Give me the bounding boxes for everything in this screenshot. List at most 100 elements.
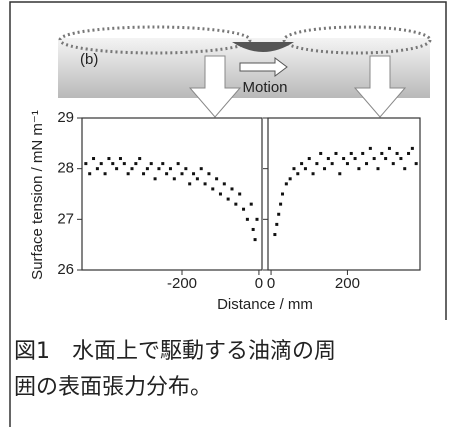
point: [188, 182, 191, 185]
point: [211, 187, 214, 190]
point: [369, 147, 372, 150]
point: [392, 162, 395, 165]
point: [300, 162, 303, 165]
point: [138, 157, 141, 160]
caption-line: 図1 水面上で駆動する油滴の周: [14, 339, 336, 364]
point: [285, 182, 288, 185]
point: [165, 172, 168, 175]
x-tick-label: -200: [167, 275, 197, 292]
point: [338, 172, 341, 175]
x-axis-label: Distance / mm: [217, 296, 313, 313]
point: [399, 157, 402, 160]
point: [234, 203, 237, 206]
point: [88, 172, 91, 175]
point: [107, 157, 110, 160]
point: [289, 177, 292, 180]
motion-label: Motion: [242, 79, 287, 96]
point: [219, 193, 222, 196]
point: [254, 238, 257, 241]
point: [207, 172, 210, 175]
point: [319, 152, 322, 155]
point: [315, 162, 318, 165]
y-tick-label: 27: [57, 210, 74, 227]
point: [200, 167, 203, 170]
point: [308, 157, 311, 160]
x-tick-label: 0: [255, 275, 263, 292]
point: [134, 162, 137, 165]
point: [342, 157, 345, 160]
point: [296, 172, 299, 175]
point: [100, 162, 103, 165]
point: [196, 177, 199, 180]
point: [154, 177, 157, 180]
point: [123, 162, 126, 165]
y-tick-label: 28: [57, 160, 74, 177]
caption-line: 囲の表面張力分布。: [14, 375, 212, 400]
point: [334, 152, 337, 155]
point: [365, 162, 368, 165]
point: [250, 203, 253, 206]
y-tick-label: 29: [57, 109, 74, 126]
point: [407, 152, 410, 155]
point: [127, 172, 130, 175]
point: [223, 182, 226, 185]
point: [304, 167, 307, 170]
point: [115, 167, 118, 170]
point: [411, 147, 414, 150]
point: [204, 182, 207, 185]
point: [177, 162, 180, 165]
point: [384, 157, 387, 160]
point: [92, 157, 95, 160]
point: [96, 167, 99, 170]
point: [238, 193, 241, 196]
point: [373, 157, 376, 160]
point: [242, 208, 245, 211]
point: [169, 167, 172, 170]
panel-label: (b): [80, 51, 98, 68]
point: [246, 218, 249, 221]
page: (b) Motion Distance / mm Surface tension…: [0, 0, 454, 427]
point: [256, 218, 259, 221]
point: [252, 228, 255, 231]
point: [331, 162, 334, 165]
x-tick-label: 0: [267, 275, 275, 292]
point: [312, 172, 315, 175]
point: [327, 157, 330, 160]
point: [84, 162, 87, 165]
point: [273, 233, 276, 236]
point: [142, 172, 145, 175]
point: [146, 167, 149, 170]
point: [157, 167, 160, 170]
point: [131, 167, 134, 170]
y-axis-label: Surface tension / mN m⁻¹: [29, 110, 46, 280]
point: [184, 167, 187, 170]
point: [227, 198, 230, 201]
point: [215, 177, 218, 180]
point: [104, 172, 107, 175]
point: [281, 193, 284, 196]
point: [403, 167, 406, 170]
point: [396, 152, 399, 155]
point: [192, 172, 195, 175]
point: [361, 152, 364, 155]
point: [380, 152, 383, 155]
point: [388, 147, 391, 150]
point: [346, 162, 349, 165]
x-tick-label: 200: [335, 275, 360, 292]
point: [275, 223, 278, 226]
plot-area: [268, 118, 420, 270]
figure: (b) Motion Distance / mm Surface tension…: [0, 0, 454, 427]
point: [119, 157, 122, 160]
point: [277, 213, 280, 216]
point: [279, 203, 282, 206]
point: [376, 167, 379, 170]
point: [150, 162, 153, 165]
point: [354, 157, 357, 160]
point: [111, 162, 114, 165]
y-tick-label: 26: [57, 261, 74, 278]
point: [323, 167, 326, 170]
point: [292, 167, 295, 170]
point: [173, 177, 176, 180]
point: [357, 167, 360, 170]
point: [415, 162, 418, 165]
